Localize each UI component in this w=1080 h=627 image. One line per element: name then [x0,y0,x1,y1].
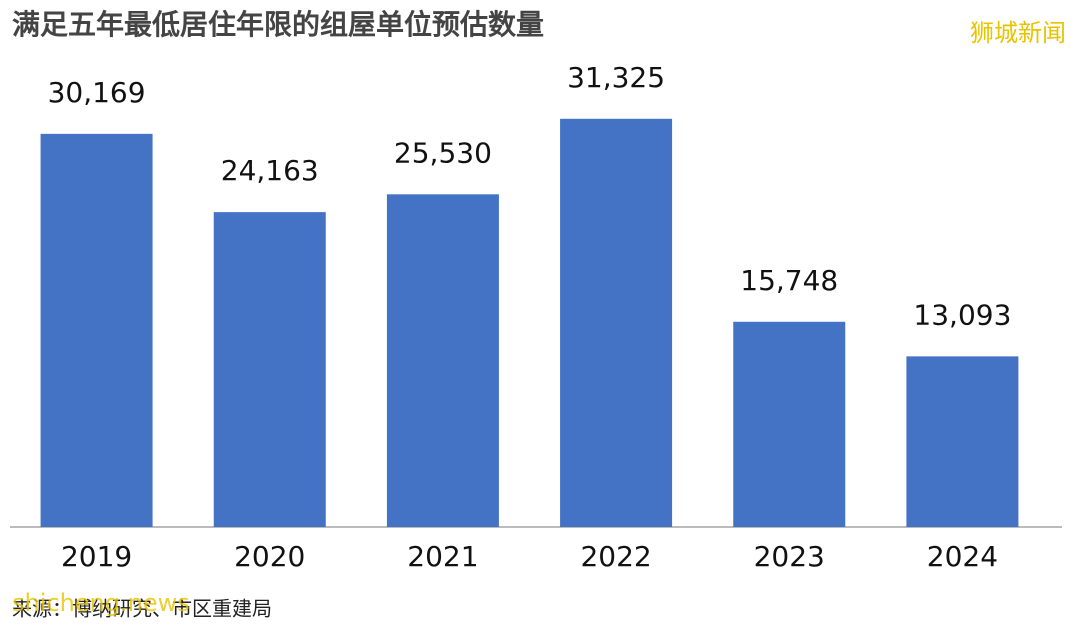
x-tick-label: 2019 [61,540,132,573]
value-label: 15,748 [740,264,838,297]
value-label: 31,325 [567,61,665,94]
x-tick-label: 2023 [754,540,825,573]
chart-title: 满足五年最低居住年限的组屋单位预估数量 [12,8,544,41]
value-label: 13,093 [913,298,1011,331]
value-label: 25,530 [394,136,492,169]
value-label: 30,169 [48,76,146,109]
bar [213,212,326,527]
value-label: 24,163 [221,154,319,187]
bar [906,356,1019,527]
bar [560,118,673,528]
bar [386,194,499,527]
x-tick-label: 2024 [927,540,998,573]
bar [40,133,153,527]
brand: 狮城新闻 [970,19,1066,47]
x-tick-label: 2020 [234,540,305,573]
source: 来源：博纳研究、市区重建局 [12,597,272,621]
x-tick-label: 2022 [580,540,651,573]
bar [733,321,846,527]
watermark: shicheng.news [12,589,190,617]
x-tick-label: 2021 [407,540,478,573]
